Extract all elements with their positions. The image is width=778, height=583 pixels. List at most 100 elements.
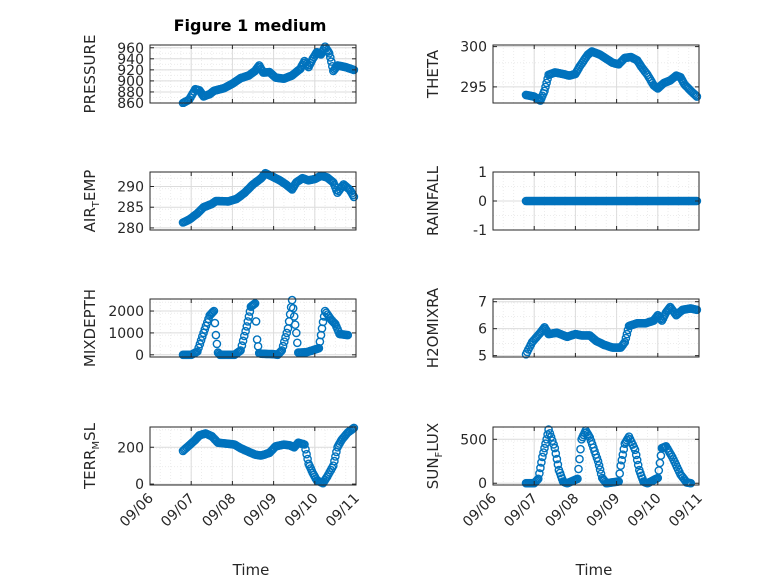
data-point (552, 454, 562, 464)
data-point (541, 82, 550, 92)
data-point (596, 469, 606, 479)
data-point (194, 343, 203, 353)
subplot-3: 280 285 290 AIRTEMP (81, 168, 359, 237)
data-point (347, 425, 356, 435)
y-tick-label: 880 (117, 85, 144, 101)
data-point (278, 341, 288, 351)
x-tick-label: 09/10 (282, 491, 322, 531)
y-tick-label: 500 (460, 432, 487, 448)
data-point (325, 53, 335, 62)
y-tick-label: 0 (135, 477, 144, 493)
series-markers (521, 196, 702, 206)
series-markers (521, 302, 702, 359)
data-point (349, 65, 359, 75)
data-point (594, 461, 604, 470)
y-tick-label: -1 (473, 223, 487, 239)
y-tick-label: 0 (478, 476, 487, 492)
x-tick-label: 09/07 (501, 491, 541, 531)
data-point (289, 312, 299, 321)
subplot-4: -1 0 1 RAINFALL (424, 165, 702, 239)
data-point (207, 308, 217, 318)
subplot-7: 0 200 09/06 09/07 09/08 09/09 09/10 09/11 TERRMS… (81, 422, 363, 530)
data-point (302, 449, 311, 459)
x-tick-label: 09/09 (584, 491, 624, 531)
data-point (630, 445, 640, 455)
y-tick-label: 5 (478, 349, 487, 365)
y-tick-label: 285 (117, 200, 144, 216)
y-tick-label: 860 (117, 96, 144, 112)
data-point (690, 90, 699, 99)
data-point (621, 333, 631, 343)
data-point (212, 339, 222, 349)
data-point (537, 458, 546, 467)
data-point (553, 460, 563, 469)
x-tick-label: 09/11 (666, 491, 706, 531)
axes-frame (149, 426, 357, 486)
data-point (595, 465, 605, 474)
y-tick-label: 900 (117, 74, 144, 90)
x-tick-label: 09/07 (158, 491, 198, 531)
data-point (343, 330, 353, 340)
data-point (549, 440, 558, 449)
data-point (617, 455, 627, 465)
y-axis-label: MIXDEPTH (81, 289, 99, 367)
data-point (534, 474, 543, 484)
data-point (195, 339, 205, 349)
series-markers (178, 423, 359, 488)
data-point (238, 336, 248, 346)
data-point (692, 305, 702, 315)
data-point (292, 338, 302, 348)
series-markers (178, 168, 359, 227)
data-point (633, 460, 643, 470)
data-point (244, 312, 254, 321)
data-point (330, 456, 339, 466)
data-point (656, 451, 666, 460)
subplot-5: 0 1000 2000 MIXDEPTH (81, 289, 357, 367)
data-point (290, 320, 300, 330)
data-point (281, 332, 290, 342)
y-tick-label: 295 (460, 80, 487, 96)
x-tick-label: 09/10 (625, 491, 665, 531)
data-point (622, 329, 632, 339)
data-point (243, 317, 253, 326)
series-markers (178, 42, 359, 107)
data-point (654, 466, 664, 475)
data-point (331, 452, 340, 461)
y-tick-label: 6 (478, 322, 487, 338)
data-point (632, 455, 642, 465)
y-tick-label: 0 (478, 194, 487, 210)
x-tick-label: 09/08 (199, 491, 239, 531)
subplot-6: 5 6 7 H2OMIXRA (424, 287, 702, 368)
data-point (539, 448, 548, 457)
data-point (251, 317, 261, 326)
data-point (282, 328, 292, 338)
data-point (283, 324, 293, 333)
figure-title: Figure 1 medium (174, 16, 327, 35)
axes-frame (149, 171, 357, 231)
data-point (326, 57, 336, 66)
data-point (287, 295, 297, 305)
data-point (349, 192, 359, 202)
data-point (615, 469, 625, 478)
data-point (208, 307, 218, 317)
axes-frame (149, 44, 357, 104)
y-tick-label: 0 (135, 348, 144, 364)
data-point (616, 461, 626, 471)
x-tick-label: 09/09 (241, 491, 281, 531)
y-tick-label: 7 (478, 295, 487, 311)
data-point (546, 432, 556, 442)
data-point (250, 299, 260, 308)
data-point (209, 306, 219, 316)
y-axis-label: SUNFLUX (424, 423, 445, 489)
subplot-2: 295 300 THETA (424, 40, 702, 105)
y-tick-label: 1000 (108, 326, 144, 342)
y-tick-label: 290 (117, 180, 144, 196)
y-tick-label: 300 (460, 40, 487, 56)
data-point (576, 444, 585, 454)
data-point (318, 317, 328, 327)
data-point (573, 474, 582, 484)
y-tick-label: 200 (117, 440, 144, 456)
data-point (252, 335, 262, 344)
